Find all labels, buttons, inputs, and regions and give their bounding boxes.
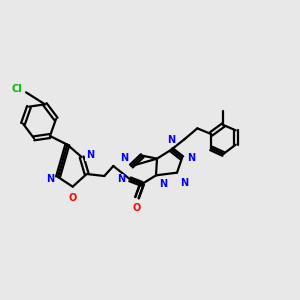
Text: N: N bbox=[167, 135, 175, 145]
Text: N: N bbox=[159, 179, 167, 189]
Text: N: N bbox=[46, 174, 54, 184]
Text: O: O bbox=[68, 193, 77, 203]
Text: N: N bbox=[117, 174, 125, 184]
Text: Cl: Cl bbox=[12, 84, 23, 94]
Text: N: N bbox=[86, 150, 94, 160]
Text: N: N bbox=[187, 153, 195, 163]
Text: O: O bbox=[133, 203, 141, 213]
Text: N: N bbox=[180, 178, 188, 188]
Text: N: N bbox=[120, 153, 128, 163]
